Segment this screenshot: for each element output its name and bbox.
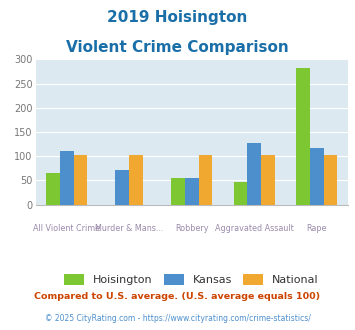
Bar bbox=[323, 155, 337, 205]
Text: 2019 Hoisington: 2019 Hoisington bbox=[107, 10, 248, 25]
Bar bbox=[198, 155, 212, 205]
Bar bbox=[296, 68, 310, 205]
Bar bbox=[73, 155, 87, 205]
Text: © 2025 CityRating.com - https://www.cityrating.com/crime-statistics/: © 2025 CityRating.com - https://www.city… bbox=[45, 314, 310, 323]
Text: Violent Crime Comparison: Violent Crime Comparison bbox=[66, 40, 289, 54]
Bar bbox=[46, 173, 60, 205]
Bar bbox=[310, 148, 323, 205]
Text: Aggravated Assault: Aggravated Assault bbox=[215, 224, 294, 233]
Bar bbox=[115, 170, 129, 205]
Bar bbox=[247, 143, 261, 205]
Text: Robbery: Robbery bbox=[175, 224, 208, 233]
Text: Murder & Mans...: Murder & Mans... bbox=[95, 224, 163, 233]
Bar bbox=[171, 178, 185, 205]
Text: Rape: Rape bbox=[306, 224, 327, 233]
Bar bbox=[60, 151, 73, 205]
Bar bbox=[261, 155, 275, 205]
Bar bbox=[185, 178, 198, 205]
Text: All Violent Crime: All Violent Crime bbox=[33, 224, 100, 233]
Bar bbox=[129, 155, 143, 205]
Legend: Hoisington, Kansas, National: Hoisington, Kansas, National bbox=[65, 274, 319, 285]
Bar bbox=[234, 182, 247, 205]
Text: Compared to U.S. average. (U.S. average equals 100): Compared to U.S. average. (U.S. average … bbox=[34, 292, 321, 301]
